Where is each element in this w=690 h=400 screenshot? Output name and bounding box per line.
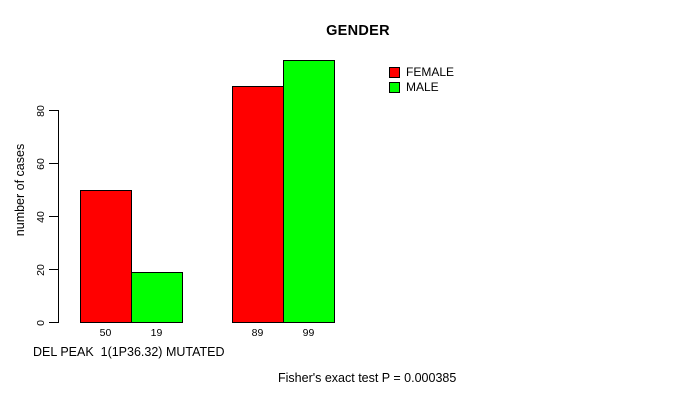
legend-label: FEMALE [406,65,455,79]
legend-entry-male: MALE [389,81,439,94]
bar-female-2 [232,86,284,323]
x-axis-label: DEL PEAK 1(1P36.32) MUTATED [33,345,225,359]
y-tick [49,322,58,323]
bar-value-label: 19 [150,327,163,339]
legend-label: MALE [406,80,439,94]
annotation-fisher-test: Fisher's exact test P = 0.000385 [278,371,457,385]
bar-male-1 [131,271,183,323]
y-axis-line [58,110,59,323]
y-tick [49,110,58,111]
legend-swatch-male [389,82,400,93]
bar-value-label: 50 [99,327,112,339]
y-tick [49,216,58,217]
y-tick-label: 40 [35,210,47,223]
legend-swatch-female [389,67,400,78]
bar-male-2 [283,59,335,323]
bar-value-label: 99 [302,327,315,339]
y-tick-label: 60 [35,157,47,170]
bar-female-1 [80,189,132,323]
chart-title: GENDER [326,23,390,39]
y-tick [49,269,58,270]
legend-entry-female: FEMALE [389,66,454,79]
y-tick [49,163,58,164]
y-tick-label: 0 [35,319,47,326]
y-tick-label: 20 [35,263,47,276]
bar-value-label: 89 [251,327,264,339]
y-tick-label: 80 [35,104,47,117]
